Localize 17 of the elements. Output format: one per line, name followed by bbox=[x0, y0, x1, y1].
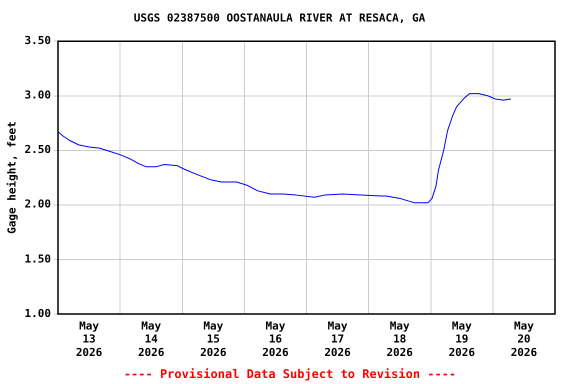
y-tick-label: 3.50 bbox=[24, 34, 51, 48]
y-tick-label: 2.00 bbox=[24, 198, 51, 211]
y-tick-label: 1.50 bbox=[24, 252, 51, 266]
y-axis-title: Gage height, feet bbox=[5, 121, 18, 234]
x-tick-label: May 20 2026 bbox=[510, 319, 538, 359]
y-tick-label: 3.00 bbox=[24, 88, 51, 102]
x-tick-label: May 13 2026 bbox=[76, 319, 103, 359]
y-tick-label: 1.00 bbox=[24, 306, 51, 320]
x-tick-label: May 15 2026 bbox=[200, 319, 227, 359]
x-tick-label: May 16 2026 bbox=[262, 319, 290, 359]
x-tick-label: May 14 2026 bbox=[138, 319, 165, 359]
x-tick-label: May 18 2026 bbox=[386, 319, 414, 359]
y-tick-label: 2.50 bbox=[24, 143, 51, 156]
x-tick-label: May 17 2026 bbox=[324, 319, 352, 359]
x-tick-label: May 19 2026 bbox=[448, 319, 476, 359]
text: ---- Provisional Data Subject to Revision ---- bbox=[124, 367, 456, 382]
chart-title: USGS 02387500 OOSTANAULA RIVER AT RESACA, GA bbox=[134, 11, 426, 24]
